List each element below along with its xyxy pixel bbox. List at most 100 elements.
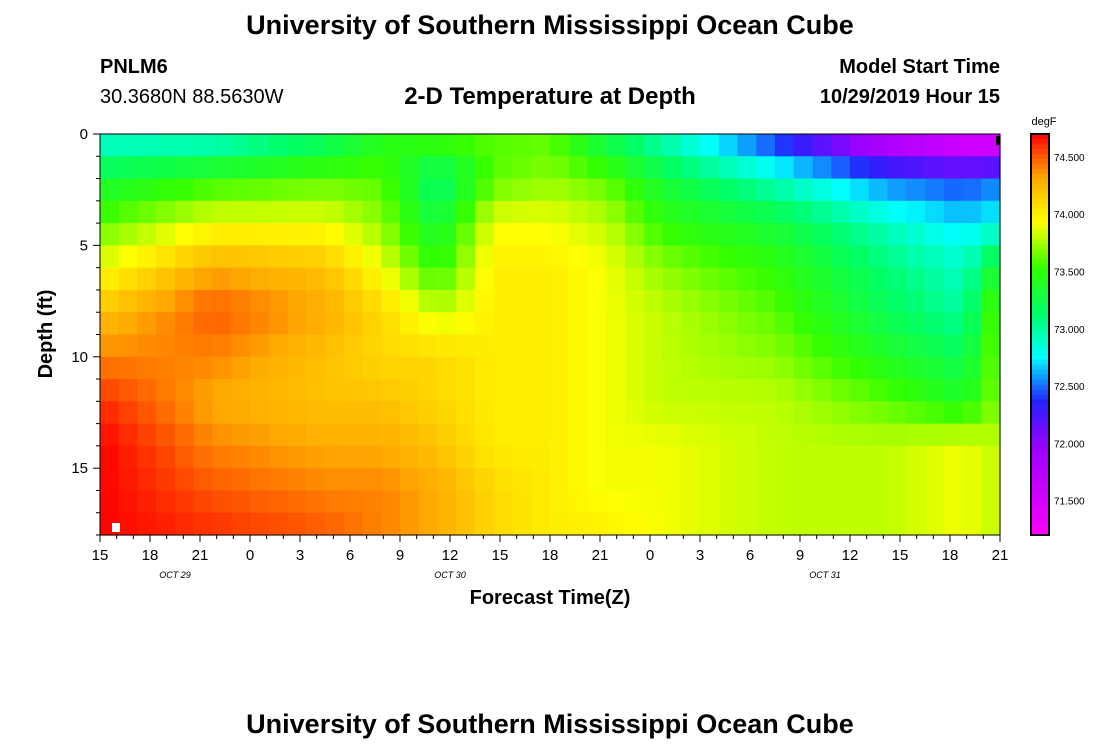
- heatmap-cell: [981, 178, 1001, 202]
- heatmap-cell: [362, 334, 382, 358]
- heatmap-cell: [193, 289, 214, 313]
- x-tick-label: 21: [592, 547, 609, 564]
- heatmap-cell: [137, 178, 157, 202]
- heatmap-cell: [250, 379, 270, 402]
- colorbar-tick-label: 73.000: [1054, 325, 1085, 336]
- heatmap-cell: [268, 267, 289, 291]
- heatmap-cell: [362, 178, 382, 202]
- heatmap-cell: [550, 200, 570, 224]
- heatmap-cell: [925, 289, 945, 313]
- heatmap-cell: [756, 134, 776, 157]
- colorbar-segment: [1031, 144, 1049, 150]
- heatmap-cell: [775, 423, 795, 447]
- heatmap-cell: [137, 312, 157, 336]
- heatmap-cell: [718, 356, 739, 380]
- heatmap-cell: [156, 401, 176, 425]
- colorbar-segment: [1031, 339, 1049, 346]
- heatmap-cell: [625, 334, 645, 358]
- heatmap-cell: [325, 312, 345, 336]
- x-tick-label: 12: [442, 547, 459, 564]
- heatmap-cell: [568, 379, 589, 402]
- heatmap-cell: [156, 245, 176, 269]
- colorbar-tick-label: 74.000: [1054, 210, 1085, 221]
- heatmap-cell: [625, 423, 645, 447]
- heatmap-cell: [925, 178, 945, 202]
- heatmap-cell: [325, 334, 345, 358]
- heatmap-cell: [231, 134, 251, 157]
- heatmap-cell: [700, 156, 720, 180]
- heatmap-cell: [681, 490, 701, 514]
- heatmap-cell: [287, 423, 307, 447]
- heatmap-cell: [756, 379, 776, 402]
- colorbar-segment: [1031, 399, 1049, 406]
- heatmap-cell: [343, 134, 364, 157]
- heatmap-cell: [812, 267, 832, 291]
- heatmap-cell: [231, 245, 251, 269]
- heatmap-cell: [118, 134, 139, 157]
- colorbar-tick-label: 71.500: [1054, 497, 1085, 508]
- heatmap-cell: [100, 267, 120, 291]
- heatmap-cell: [306, 379, 326, 402]
- heatmap-cell: [437, 490, 457, 514]
- heatmap-cell: [643, 379, 664, 402]
- heatmap-cell: [906, 134, 926, 157]
- heatmap-cell: [493, 156, 514, 180]
- heatmap-cell: [587, 223, 607, 246]
- heatmap-cell: [606, 223, 626, 246]
- heatmap-cell: [700, 245, 720, 269]
- y-tick-label: 15: [71, 460, 88, 477]
- heatmap-cell: [343, 445, 364, 469]
- heatmap-cell: [681, 312, 701, 336]
- heatmap-cell: [231, 401, 251, 425]
- heatmap-cell: [756, 445, 776, 469]
- heatmap-cell: [287, 200, 307, 224]
- heatmap-cell: [981, 379, 1001, 402]
- heatmap-cell: [550, 468, 570, 492]
- heatmap-cell: [812, 289, 832, 313]
- heatmap-cell: [381, 490, 401, 514]
- heatmap-cell: [250, 178, 270, 202]
- heatmap-cell: [343, 312, 364, 336]
- heatmap-cell: [343, 490, 364, 514]
- heatmap-cell: [887, 401, 907, 425]
- heatmap-cell: [512, 356, 532, 380]
- x-tick-label: 18: [142, 547, 159, 564]
- heatmap-cell: [362, 200, 382, 224]
- heatmap-cell: [868, 178, 889, 202]
- heatmap-cell: [193, 356, 214, 380]
- heatmap-cell: [175, 134, 195, 157]
- heatmap-cell: [156, 379, 176, 402]
- heatmap-cell: [718, 267, 739, 291]
- heatmap-cell: [118, 379, 139, 402]
- heatmap-cell: [906, 379, 926, 402]
- heatmap-cell: [925, 379, 945, 402]
- heatmap-cell: [718, 334, 739, 358]
- heatmap-cell: [887, 423, 907, 447]
- heatmap-cell: [475, 200, 495, 224]
- heatmap-cell: [456, 200, 476, 224]
- heatmap-cell: [943, 200, 964, 224]
- heatmap-cell: [381, 423, 401, 447]
- heatmap-cell: [643, 423, 664, 447]
- heatmap-cell: [325, 401, 345, 425]
- heatmap-cell: [306, 267, 326, 291]
- heatmap-cell: [906, 334, 926, 358]
- heatmap-cell: [887, 468, 907, 492]
- heatmap-cell: [343, 512, 364, 536]
- heatmap-cell: [793, 134, 814, 157]
- heatmap-cell: [925, 401, 945, 425]
- heatmap-cell: [718, 245, 739, 269]
- heatmap-cell: [118, 445, 139, 469]
- heatmap-cell: [418, 178, 439, 202]
- heatmap-cell: [381, 245, 401, 269]
- heatmap-cell: [362, 267, 382, 291]
- colorbar-segment: [1031, 179, 1049, 185]
- heatmap-cell: [493, 512, 514, 536]
- heatmap-cell: [812, 401, 832, 425]
- heatmap-cell: [531, 245, 551, 269]
- heatmap-cell: [137, 401, 157, 425]
- heatmap-cell: [962, 289, 982, 313]
- heatmap-cell: [756, 423, 776, 447]
- heatmap-cell: [943, 401, 964, 425]
- heatmap-cell: [887, 312, 907, 336]
